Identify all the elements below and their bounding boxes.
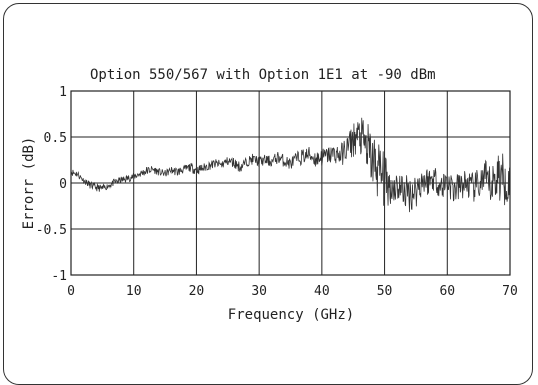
y-tick-label: 0.5 — [44, 131, 67, 146]
plot-border — [70, 90, 511, 276]
x-tick-label: 30 — [251, 284, 267, 299]
chart-title: Option 550/567 with Option 1E1 at -90 dB… — [90, 67, 436, 83]
x-tick-labels: 0 10 20 30 40 50 60 70 — [67, 284, 518, 299]
series-line — [71, 117, 510, 213]
x-tick-label: 50 — [377, 284, 393, 299]
x-axis-label: Frequency (GHz) — [228, 307, 354, 323]
x-tick-label: 40 — [314, 284, 330, 299]
y-tick-label: 0 — [59, 177, 67, 192]
x-tick-label: 20 — [189, 284, 205, 299]
y-axis-label: Errorr (dB) — [21, 137, 37, 230]
x-tick-label: 0 — [67, 284, 75, 299]
line-chart: Option 550/567 with Option 1E1 at -90 dB… — [21, 67, 518, 323]
x-tick-label: 70 — [502, 284, 518, 299]
y-tick-label: -1 — [51, 269, 67, 284]
x-tick-label: 60 — [439, 284, 455, 299]
y-tick-label: 1 — [59, 85, 67, 100]
y-tick-labels: 1 0.5 0 -0.5 -1 — [36, 85, 67, 284]
y-tick-label: -0.5 — [36, 223, 67, 238]
x-tick-label: 10 — [126, 284, 142, 299]
